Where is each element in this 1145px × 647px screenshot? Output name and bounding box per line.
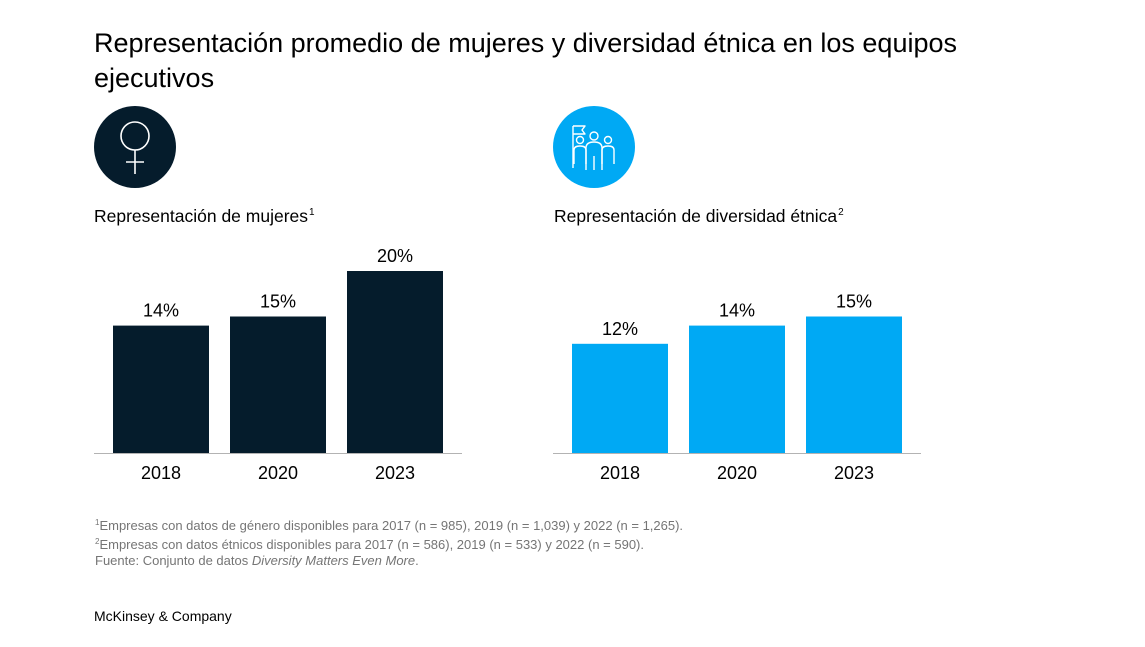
data-label: 12%	[602, 319, 638, 339]
data-label: 20%	[377, 246, 413, 266]
bar-2018	[572, 343, 668, 453]
data-label: 14%	[143, 301, 179, 321]
bar-2023	[806, 316, 902, 453]
bar-2018	[113, 325, 209, 453]
chart-title-women: Representación de mujeres1	[94, 206, 315, 226]
bar-2020	[689, 325, 785, 453]
data-label: 14%	[719, 301, 755, 321]
chart-title-ethnic: Representación de diversidad étnica2	[554, 206, 844, 226]
footnote-2: 2Empresas con datos étnicos disponibles …	[95, 537, 644, 552]
x-tick-label: 2023	[375, 463, 415, 483]
female-symbol-icon	[94, 106, 176, 188]
x-tick-label: 2018	[141, 463, 181, 483]
bar-chart-women: 14% 2018 15% 2020 20% 2023	[94, 246, 462, 483]
footnotes: 1Empresas con datos de género disponible…	[95, 515, 683, 569]
data-label: 15%	[836, 292, 872, 312]
bar-2023	[347, 271, 443, 453]
footnote-1: 1Empresas con datos de género disponible…	[95, 518, 684, 533]
x-tick-label: 2018	[600, 463, 640, 483]
source-note: Fuente: Conjunto de datos Diversity Matt…	[95, 553, 419, 568]
x-tick-label: 2023	[834, 463, 874, 483]
page-title: Representación promedio de mujeres y div…	[94, 28, 957, 93]
x-tick-label: 2020	[258, 463, 298, 483]
brand-logo-text: McKinsey & Company	[94, 608, 232, 624]
x-tick-label: 2020	[717, 463, 757, 483]
bar-2020	[230, 316, 326, 453]
data-label: 15%	[260, 292, 296, 312]
bar-chart-ethnic: 12% 2018 14% 2020 15% 2023	[553, 292, 921, 483]
diverse-team-flag-icon	[553, 106, 635, 188]
